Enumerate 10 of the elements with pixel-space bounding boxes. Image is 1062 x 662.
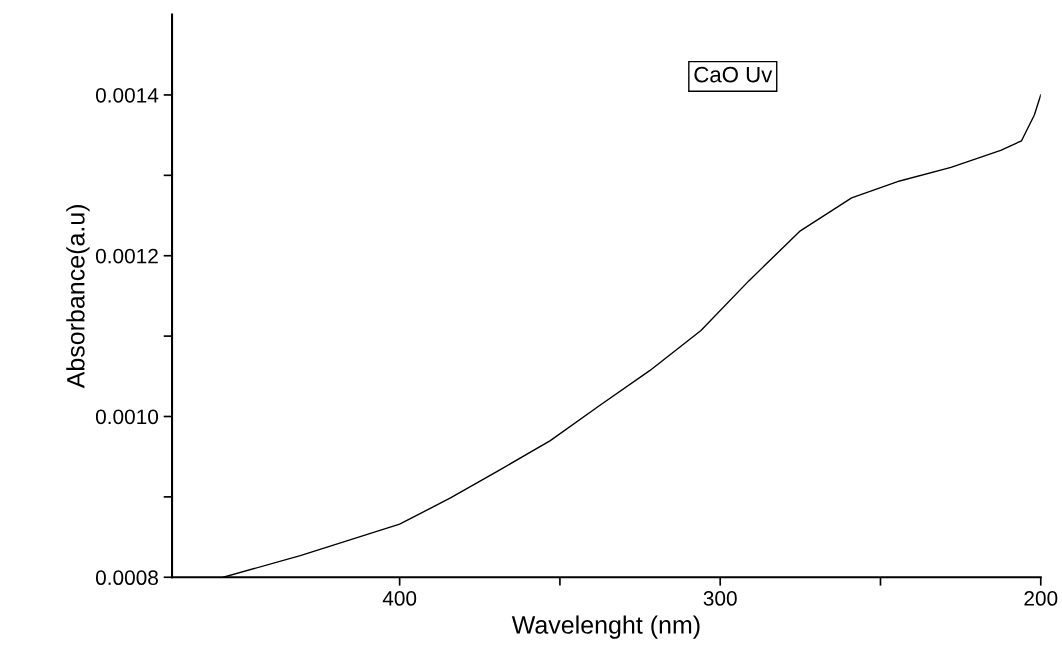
x-tick-label: 300: [703, 591, 737, 606]
y-tick-label: 0.0010: [95, 409, 159, 425]
annotation: CaO Uv: [694, 66, 773, 83]
y-axis-title: Absorbance(a.u): [66, 205, 90, 389]
y-tick-label: 0.0012: [95, 248, 158, 264]
x-tick-label: 400: [382, 591, 417, 606]
x-tick-label: 200: [1024, 591, 1058, 606]
y-tick-label: 0.0014: [95, 87, 159, 103]
x-axis-title: Wavelenght (nm): [511, 615, 700, 639]
y-tick-label: 0.0008: [95, 570, 158, 586]
